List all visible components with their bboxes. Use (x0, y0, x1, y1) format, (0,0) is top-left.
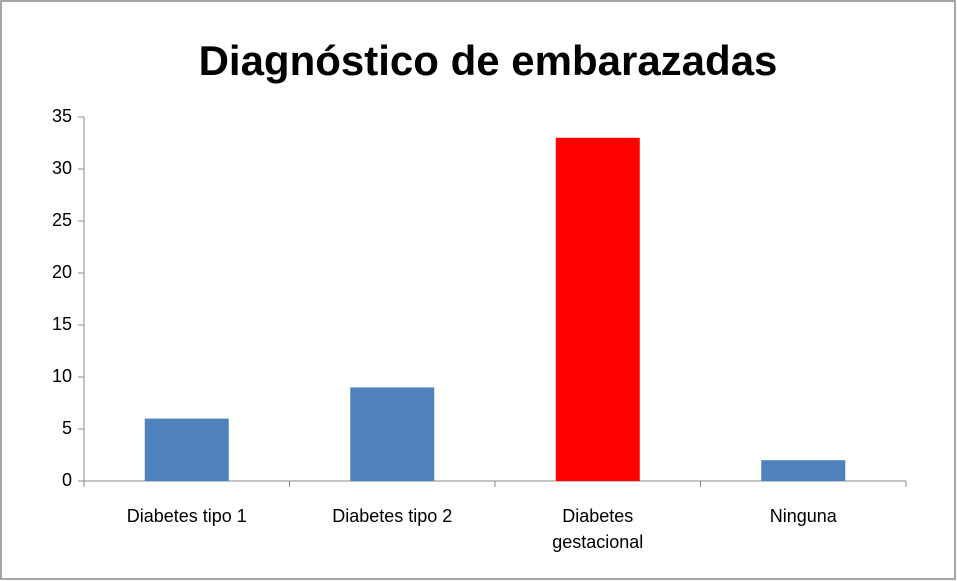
x-tick-label: Diabetes tipo 2 (332, 506, 453, 526)
y-tick-label: 35 (52, 106, 72, 126)
y-tick-label: 25 (52, 210, 72, 230)
x-tick-label-box: Diabetes tipo 2 (332, 506, 453, 526)
x-tick-label: Diabetes tipo 1 (126, 506, 247, 526)
bar (350, 387, 435, 481)
bar (144, 418, 229, 481)
y-tick-label: 15 (52, 314, 72, 334)
y-tick-label: 10 (52, 366, 72, 386)
x-tick-label: Ninguna (769, 506, 837, 526)
y-tick-label: 30 (52, 158, 72, 178)
y-tick-label: 20 (52, 262, 72, 282)
y-tick-label: 5 (62, 418, 72, 438)
x-tick-label-box: Diabetes gestacional (552, 506, 644, 552)
x-tick-label-box: Ninguna (769, 506, 837, 526)
x-tick-label: Diabetes gestacional (552, 506, 644, 552)
bar (555, 137, 640, 482)
chart-title: Diagnóstico de embarazadas (199, 37, 778, 84)
bar (761, 460, 846, 481)
y-tick-label: 0 (62, 470, 72, 490)
x-tick-label-box: Diabetes tipo 1 (126, 506, 247, 526)
